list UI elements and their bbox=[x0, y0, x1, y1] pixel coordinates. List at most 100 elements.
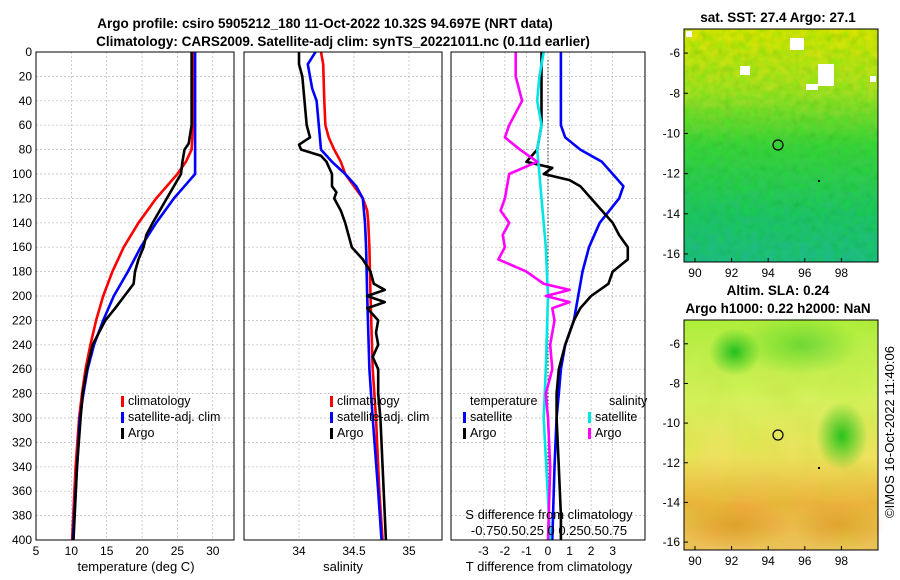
difference-xlabel: T difference from climatology bbox=[466, 559, 633, 574]
x-tick-label: 15 bbox=[100, 544, 114, 558]
sla-texture bbox=[684, 320, 878, 550]
series-line-s-satellite bbox=[535, 52, 552, 540]
map-y-tick-label: -10 bbox=[663, 126, 681, 140]
legend-climatology: climatology bbox=[337, 394, 400, 408]
salinity-tick-labels: 34 34.5 35 bbox=[292, 544, 416, 558]
map-y-tick-label: -14 bbox=[663, 207, 681, 221]
temperature-legend: climatology satellite-adj. clim Argo bbox=[121, 394, 220, 440]
legend-satellite: satellite-adj. clim bbox=[128, 410, 220, 424]
x-tick-label: 10 bbox=[65, 544, 79, 558]
depth-tick-label: 0 bbox=[25, 45, 32, 59]
difference-top-ticks: -0.750.50.25 0 0.250.50.75 bbox=[471, 523, 627, 538]
legend-t-satellite: satellite bbox=[470, 410, 512, 424]
depth-tick-label: 20 bbox=[19, 69, 33, 83]
legend-argo: Argo bbox=[337, 426, 363, 440]
depth-tick-labels: 0 20 40 60 80 100 120 140 160 180 200 220 240 260 280 3… bbox=[12, 45, 32, 547]
legend-swatch-climatology bbox=[121, 396, 124, 407]
sst-map-title: sat. SST: 27.4 Argo: 27.1 bbox=[700, 10, 856, 25]
depth-tick-label: 60 bbox=[19, 118, 33, 132]
map-x-tick-label: 92 bbox=[725, 554, 739, 568]
map-y-tick-label: -10 bbox=[663, 416, 681, 430]
legend-swatch-satellite bbox=[121, 412, 124, 423]
x-tick-label: 34.5 bbox=[342, 544, 366, 558]
x-tick-label: -1 bbox=[521, 544, 532, 558]
sla-map-title-line2: Argo h1000: 0.22 h2000: NaN bbox=[685, 301, 870, 316]
sst-map-panel: sat. SST: 27.4 Argo: 27.1 90 92 94 96 98 -6 -8… bbox=[663, 10, 879, 280]
map-x-tick-label: 98 bbox=[835, 554, 849, 568]
legend-swatch-s-argo bbox=[588, 428, 591, 439]
x-tick-label: -3 bbox=[478, 544, 489, 558]
temperature-grid bbox=[35, 51, 234, 541]
legend-swatch-t-satellite bbox=[463, 412, 466, 423]
figure-title-line1: Argo profile: csiro 5905212_180 11-Oct-2… bbox=[97, 16, 552, 31]
legend-satellite: satellite-adj. clim bbox=[337, 410, 429, 424]
temperature-lines bbox=[70, 52, 197, 540]
legend-swatch-s-satellite bbox=[588, 412, 591, 423]
sst-map-ticks: 90 92 94 96 98 -6 -8 -10 -12 -14 -16 bbox=[663, 46, 849, 280]
difference-legend: temperature satellite Argo salinity sate… bbox=[463, 394, 648, 440]
map-x-tick-label: 94 bbox=[762, 266, 776, 280]
sla-map-ticks: 90 92 94 96 98 -6 -8 -10 -12 -14 -16 bbox=[663, 337, 849, 568]
difference-panel: -3 -2 -1 0 1 2 3 T difference from climatology… bbox=[450, 51, 648, 574]
temperature-axes-frame bbox=[35, 51, 235, 541]
map-y-tick-label: -8 bbox=[669, 86, 680, 100]
depth-tick-label: 80 bbox=[19, 143, 33, 157]
sla-point-marker bbox=[818, 467, 820, 469]
depth-tick-label: 300 bbox=[12, 411, 32, 425]
map-y-tick-label: -12 bbox=[663, 167, 681, 181]
depth-tick-label: 280 bbox=[12, 387, 32, 401]
map-y-tick-label: -6 bbox=[669, 337, 680, 351]
sla-map-title-line1: Altim. SLA: 0.24 bbox=[727, 283, 830, 298]
map-y-tick-label: -16 bbox=[663, 247, 681, 261]
map-x-tick-label: 98 bbox=[835, 266, 849, 280]
figure-title-line2: Climatology: CARS2009. Satellite-adj cli… bbox=[96, 34, 590, 49]
map-x-tick-label: 90 bbox=[688, 266, 702, 280]
x-tick-label: 1 bbox=[566, 544, 573, 558]
x-tick-label: 34 bbox=[292, 544, 306, 558]
legend-swatch-t-argo bbox=[463, 428, 466, 439]
depth-tick-label: 260 bbox=[12, 362, 32, 376]
map-y-tick-label: -14 bbox=[663, 495, 681, 509]
x-tick-label: 20 bbox=[135, 544, 149, 558]
depth-tick-label: 340 bbox=[12, 460, 32, 474]
legend-temperature-heading: temperature bbox=[470, 394, 537, 408]
x-tick-label: 0 bbox=[545, 544, 552, 558]
legend-swatch-climatology bbox=[330, 396, 333, 407]
x-tick-label: 3 bbox=[609, 544, 616, 558]
series-line-s-argo bbox=[497, 52, 571, 540]
x-tick-label: 30 bbox=[206, 544, 220, 558]
depth-tick-label: 400 bbox=[12, 533, 32, 547]
map-x-tick-label: 94 bbox=[762, 554, 776, 568]
depth-tick-label: 380 bbox=[12, 509, 32, 523]
series-line-argo bbox=[72, 52, 193, 540]
legend-argo: Argo bbox=[128, 426, 154, 440]
salinity-grid bbox=[244, 51, 442, 541]
depth-tick-label: 360 bbox=[12, 484, 32, 498]
legend-t-argo: Argo bbox=[470, 426, 496, 440]
salinity-xlabel: salinity bbox=[323, 559, 363, 574]
imos-stamp: ©IMOS 16-Oct-2022 11:40:06 bbox=[882, 346, 897, 518]
difference-lines bbox=[497, 52, 630, 540]
temperature-xlabel: temperature (deg C) bbox=[77, 559, 194, 574]
legend-swatch-argo bbox=[121, 428, 124, 439]
sla-map-panel: Altim. SLA: 0.24 Argo h1000: 0.22 h2000:… bbox=[663, 283, 885, 568]
temperature-panel: 0 20 40 60 80 100 120 140 160 180 200 220 240 260 280 3… bbox=[12, 45, 235, 574]
x-tick-label: 2 bbox=[588, 544, 595, 558]
legend-climatology: climatology bbox=[128, 394, 191, 408]
salinity-panel: 34 34.5 35 salinity climatology satellite-… bbox=[243, 51, 443, 574]
sst-map-frame bbox=[683, 28, 879, 263]
map-x-tick-label: 92 bbox=[725, 266, 739, 280]
depth-tick-label: 200 bbox=[12, 289, 32, 303]
legend-salinity-heading: salinity bbox=[609, 394, 648, 408]
legend-swatch-argo bbox=[330, 428, 333, 439]
depth-tick-label: 220 bbox=[12, 313, 32, 327]
depth-tick-label: 40 bbox=[19, 94, 33, 108]
map-x-tick-label: 90 bbox=[688, 554, 702, 568]
difference-top-label: S difference from climatology bbox=[465, 507, 633, 522]
x-tick-label: 5 bbox=[33, 544, 40, 558]
map-x-tick-label: 96 bbox=[798, 266, 812, 280]
sst-point-marker bbox=[818, 180, 820, 182]
temperature-tick-labels: 5 10 15 20 25 30 bbox=[33, 544, 220, 558]
sla-argo-marker bbox=[772, 429, 784, 441]
